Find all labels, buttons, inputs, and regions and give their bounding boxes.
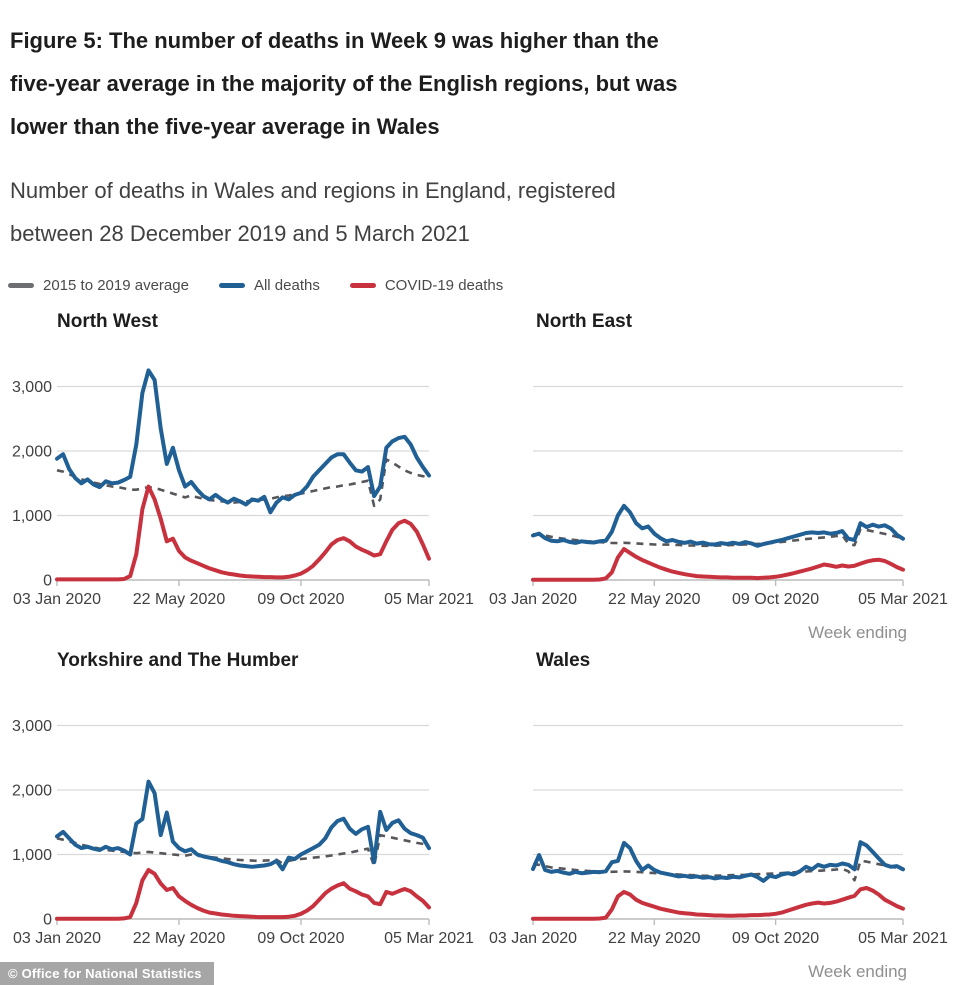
svg-text:05 Mar 2021: 05 Mar 2021: [384, 930, 474, 947]
svg-text:0: 0: [43, 912, 52, 929]
average-line-swatch-icon: [8, 283, 34, 288]
legend-label-covid-deaths: COVID-19 deaths: [384, 277, 504, 294]
svg-text:1,000: 1,000: [12, 847, 52, 864]
svg-text:2,000: 2,000: [12, 783, 52, 800]
footer-copyright-badge: © Office for National Statistics: [0, 962, 214, 985]
svg-text:05 Mar 2021: 05 Mar 2021: [858, 930, 948, 947]
panel-yorkshire-humber: Yorkshire and The Humber 0 1,000 2,000 3,00…: [0, 650, 482, 985]
panel-wales: Wales 03 Jan 2020 22 May 2020 09 Oct 2020 0…: [480, 650, 962, 985]
figure-title-line-3: lower than the five-year average in Wale…: [10, 113, 440, 139]
svg-text:05 Mar 2021: 05 Mar 2021: [858, 591, 948, 608]
svg-text:22 May 2020: 22 May 2020: [608, 930, 701, 947]
legend-item-all-deaths: All deaths: [218, 277, 320, 294]
svg-text:1,000: 1,000: [12, 508, 52, 525]
svg-text:22 May 2020: 22 May 2020: [608, 591, 701, 608]
chart-legend: 2015 to 2019 average All deaths COVID-19…: [8, 277, 503, 294]
figure-title-line-1: Figure 5: The number of deaths in Week 9…: [10, 27, 659, 53]
svg-text:03 Jan 2020: 03 Jan 2020: [13, 591, 101, 608]
svg-text:Week ending: Week ending: [808, 623, 907, 642]
legend-label-average: 2015 to 2019 average: [43, 277, 189, 294]
covid-deaths-line-swatch-icon: [349, 283, 376, 288]
legend-item-covid-deaths: COVID-19 deaths: [349, 277, 504, 294]
figure-subtitle-line-1: Number of deaths in Wales and regions in…: [10, 178, 616, 203]
chart-yorkshire-humber: 0 1,000 2,000 3,000 03 Jan 2020 22 May 2020 09…: [12, 718, 474, 947]
figure-subtitle-line-2: between 28 December 2019 and 5 March 202…: [10, 221, 470, 246]
all-deaths-line-swatch-icon: [218, 283, 245, 288]
svg-text:22 May 2020: 22 May 2020: [133, 930, 226, 947]
svg-text:3,000: 3,000: [12, 379, 52, 396]
svg-text:22 May 2020: 22 May 2020: [133, 591, 226, 608]
svg-text:05 Mar 2021: 05 Mar 2021: [384, 591, 474, 608]
panel-north-east: North East 03 Jan 2020 22 May 2020 09 Oct …: [480, 311, 962, 646]
panel-title-north-east: North East: [536, 311, 633, 332]
figure-title: Figure 5: The number of deaths in Week 9…: [10, 19, 810, 148]
legend-item-average: 2015 to 2019 average: [8, 277, 189, 294]
figure-subtitle: Number of deaths in Wales and regions in…: [10, 169, 810, 255]
svg-text:03 Jan 2020: 03 Jan 2020: [489, 591, 577, 608]
panel-title-wales: Wales: [536, 650, 591, 671]
svg-text:0: 0: [43, 573, 52, 590]
svg-text:09 Oct 2020: 09 Oct 2020: [732, 591, 819, 608]
svg-text:09 Oct 2020: 09 Oct 2020: [732, 930, 819, 947]
figure-title-line-2: five-year average in the majority of the…: [10, 70, 678, 96]
svg-text:03 Jan 2020: 03 Jan 2020: [489, 930, 577, 947]
panel-title-north-west: North West: [57, 311, 158, 332]
panel-title-yorkshire-humber: Yorkshire and The Humber: [57, 650, 299, 671]
legend-label-all-deaths: All deaths: [253, 277, 320, 294]
chart-north-east: 03 Jan 2020 22 May 2020 09 Oct 2020 05 Mar …: [489, 385, 948, 642]
panel-north-west: North West 0 1,000 2,000 3,000 03 Jan 2020 22…: [0, 311, 482, 646]
svg-text:09 Oct 2020: 09 Oct 2020: [257, 591, 344, 608]
svg-text:03 Jan 2020: 03 Jan 2020: [13, 930, 101, 947]
svg-text:3,000: 3,000: [12, 718, 52, 735]
svg-text:2,000: 2,000: [12, 444, 52, 461]
chart-wales: 03 Jan 2020 22 May 2020 09 Oct 2020 05 Mar …: [489, 724, 948, 981]
svg-text:Week ending: Week ending: [808, 962, 907, 981]
chart-north-west: 0 1,000 2,000 3,000 03 Jan 2020 22 May 2020 09…: [12, 368, 474, 608]
svg-text:09 Oct 2020: 09 Oct 2020: [257, 930, 344, 947]
